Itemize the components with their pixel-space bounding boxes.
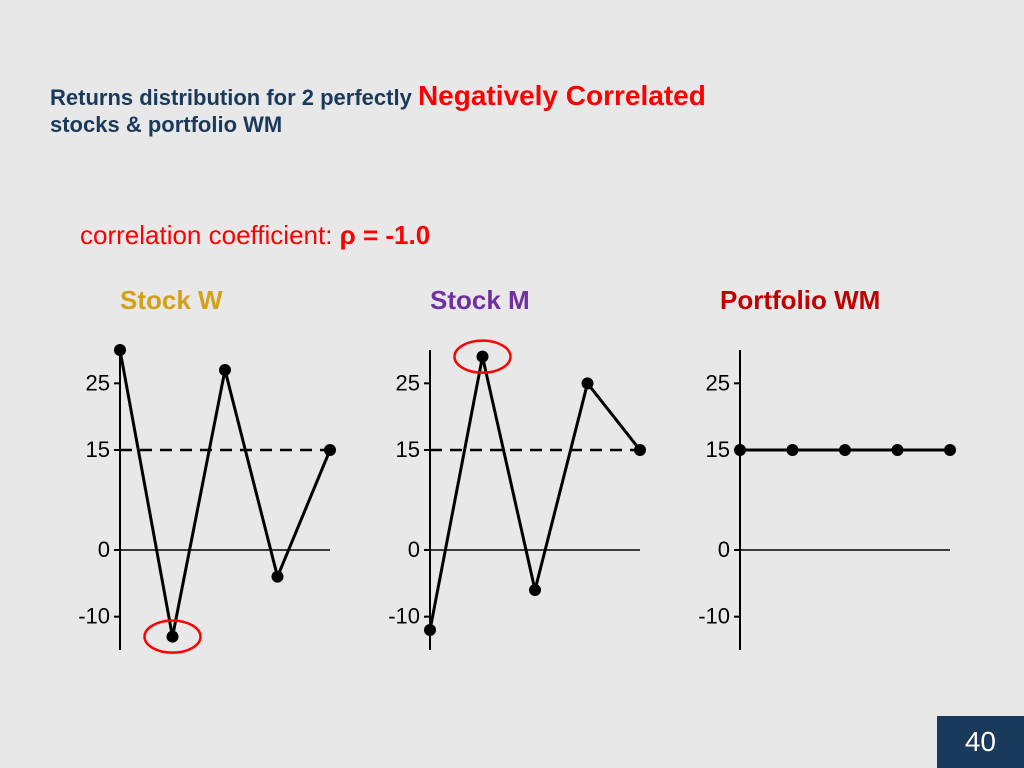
ytick-label: -10: [698, 604, 730, 629]
data-marker: [424, 624, 436, 636]
data-marker: [892, 444, 904, 456]
chart-title-stock-m: Stock M: [430, 285, 530, 316]
data-marker: [787, 444, 799, 456]
data-marker: [944, 444, 956, 456]
ytick-label: -10: [78, 604, 110, 629]
data-marker: [839, 444, 851, 456]
ytick-label: 25: [86, 370, 110, 395]
chart-title-portfolio-wm: Portfolio WM: [720, 285, 880, 316]
ytick-label: 25: [706, 370, 730, 395]
data-marker: [272, 571, 284, 583]
chart-title-stock-w: Stock W: [120, 285, 223, 316]
correlation-line: correlation coefficient: ρ = -1.0: [80, 220, 430, 251]
ytick-label: 25: [396, 370, 420, 395]
data-marker: [477, 351, 489, 363]
data-marker: [114, 344, 126, 356]
title-part1: Returns distribution for 2 perfectly: [50, 85, 418, 110]
data-marker: [634, 444, 646, 456]
data-marker: [167, 631, 179, 643]
title-part2: Negatively Correlated: [418, 80, 706, 111]
data-marker: [324, 444, 336, 456]
ytick-label: 15: [706, 437, 730, 462]
ytick-label: 15: [396, 437, 420, 462]
page-number: 40: [937, 716, 1024, 768]
chart-stock-m: 25 15 0 -10: [370, 330, 650, 680]
data-marker: [529, 584, 541, 596]
data-marker: [219, 364, 231, 376]
title-part3: stocks & portfolio WM: [50, 112, 282, 137]
chart-stock-w: 25 15 0 -10: [60, 330, 340, 680]
ytick-label: 0: [408, 537, 420, 562]
correlation-text: correlation coefficient:: [80, 220, 340, 250]
data-marker: [582, 377, 594, 389]
chart-portfolio-wm: 25 15 0 -10: [680, 330, 960, 680]
correlation-value: ρ = -1.0: [340, 220, 431, 250]
ytick-label: 15: [86, 437, 110, 462]
ytick-label: -10: [388, 604, 420, 629]
ytick-label: 0: [98, 537, 110, 562]
slide-title: Returns distribution for 2 perfectly Neg…: [50, 80, 850, 138]
ytick-label: 0: [718, 537, 730, 562]
data-marker: [734, 444, 746, 456]
